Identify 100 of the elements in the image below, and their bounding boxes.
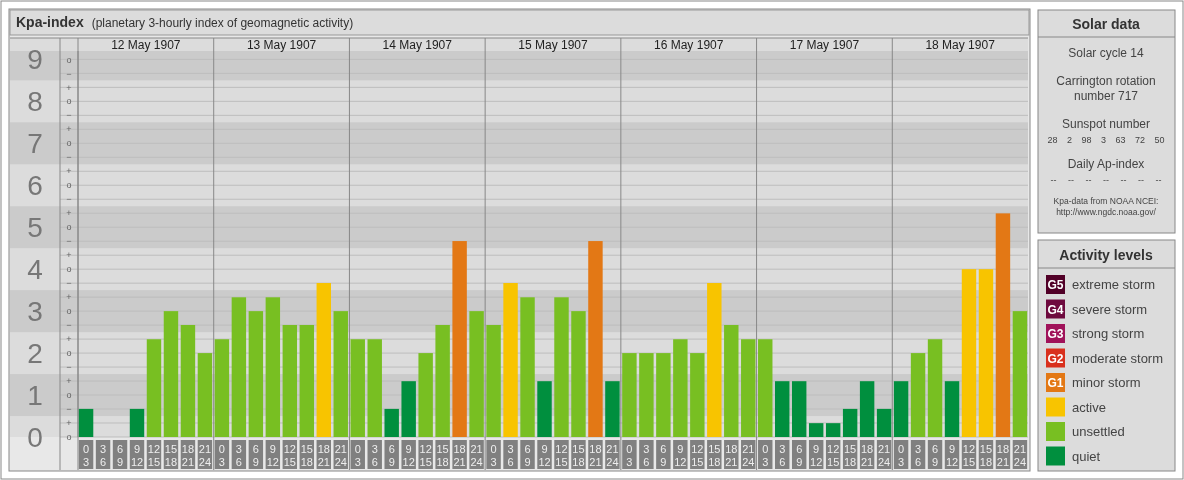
bar [775, 381, 790, 437]
y-tick-label: 9 [27, 44, 43, 76]
x-tick-label: 0 3 [762, 443, 769, 468]
category-label: − [66, 68, 72, 79]
annotation: 16 May 1907 [654, 38, 724, 52]
category-label: o [66, 306, 72, 317]
x-tick-label: 12 15 [691, 443, 704, 468]
x-tick-label: 15 18 [979, 443, 993, 468]
x-tick-label: 15 18 [300, 443, 313, 468]
category-label: − [66, 278, 72, 289]
bar [707, 283, 722, 437]
x-tick-label: 15 18 [436, 443, 449, 468]
category-label: − [66, 110, 72, 121]
x-tick-label: 6 9 [796, 443, 803, 468]
x-tick-label: 21 24 [1013, 443, 1027, 468]
x-tick-label: 6 9 [660, 443, 667, 468]
bar [724, 324, 739, 437]
y-tick-label: 7 [27, 128, 43, 160]
bar [333, 311, 348, 437]
legend-label: unsettled [1072, 424, 1125, 439]
x-tick-label: 0 3 [354, 443, 361, 468]
bar [520, 297, 535, 437]
y-tick-label: 5 [27, 212, 43, 244]
annotation: 18 May 1907 [925, 38, 996, 52]
x-tick-label: 18 21 [860, 443, 874, 468]
category-label: + [66, 334, 72, 345]
y-tick-label: 6 [27, 170, 43, 202]
text: G5 [1047, 278, 1064, 292]
x-tick-label: 18 21 [181, 443, 195, 468]
x-tick-label: 12 15 [283, 443, 296, 468]
bar [741, 339, 756, 437]
x-tick-label: 6 9 [388, 443, 395, 468]
legend-label: active [1072, 399, 1106, 415]
x-tick-label: 6 9 [252, 443, 259, 468]
category-label: + [66, 124, 72, 135]
bar [1012, 311, 1028, 437]
bar [78, 408, 94, 437]
bar [978, 269, 994, 437]
bar [673, 339, 688, 437]
annotation: 13 May 1907 [246, 38, 317, 52]
x-tick-label: 12 15 [555, 443, 568, 468]
category-label: o [66, 390, 72, 401]
x-tick-label: 18 21 [996, 443, 1010, 468]
bar [859, 381, 875, 437]
category-label: o [66, 54, 72, 65]
x-tick-label: 3 6 [371, 443, 378, 468]
category-label: o [66, 138, 72, 149]
category-label: + [66, 292, 72, 303]
text: 28 2 98 3 63 72 50 [1047, 135, 1165, 145]
bar [503, 283, 518, 437]
x-tick-label: 18 21 [317, 443, 330, 468]
bar [537, 381, 552, 437]
y-tick-label: 0 [27, 422, 43, 454]
y-tick-label: 1 [27, 380, 43, 412]
x-tick-label: 3 6 [235, 443, 242, 468]
category-label: o [66, 96, 72, 107]
x-tick-label: 0 3 [490, 443, 497, 468]
legend-title: Activity levels [1059, 247, 1153, 263]
category-label: − [66, 404, 72, 415]
category-label: o [66, 222, 72, 233]
x-tick-label: 9 12 [266, 443, 279, 468]
category-label: − [66, 362, 72, 373]
bar [690, 353, 705, 437]
x-tick-label: 15 18 [572, 443, 585, 468]
bar [214, 339, 230, 437]
x-tick-label: 12 15 [962, 443, 976, 468]
x-tick-label: 21 24 [742, 443, 755, 468]
x-tick-label: 0 3 [898, 443, 905, 468]
bar [588, 241, 603, 437]
bar [248, 311, 264, 437]
x-tick-label: 6 9 [524, 443, 531, 468]
bar [418, 353, 433, 437]
bar [401, 381, 416, 437]
bar [825, 423, 841, 437]
x-tick-label: 6 9 [931, 443, 939, 468]
bar [605, 381, 620, 437]
bar [146, 339, 162, 437]
bar [554, 297, 569, 437]
bar [384, 408, 399, 437]
legend-label: extreme storm [1072, 277, 1156, 292]
category-label: o [66, 348, 72, 359]
x-tick-label: 15 18 [708, 443, 721, 468]
text: G2 [1047, 351, 1064, 366]
annotation: 17 May 1907 [789, 38, 860, 52]
bar [163, 311, 179, 437]
text: Solar cycle 14 [1068, 46, 1145, 60]
category-label: − [66, 194, 72, 205]
bar [282, 324, 298, 437]
x-tick-label: 6 9 [116, 443, 124, 468]
x-tick-label: 3 6 [507, 443, 514, 468]
x-tick-label: 9 12 [945, 443, 959, 468]
category-label: o [66, 264, 72, 275]
text: Solar data [1072, 16, 1141, 32]
y-tick-label: 2 [27, 338, 43, 370]
bar [469, 311, 484, 437]
x-tick-label: 0 3 [218, 443, 225, 468]
bar [893, 381, 909, 437]
x-tick-label: 12 15 [147, 443, 161, 468]
bar [758, 339, 773, 437]
text: Sunspot number [1061, 117, 1151, 131]
